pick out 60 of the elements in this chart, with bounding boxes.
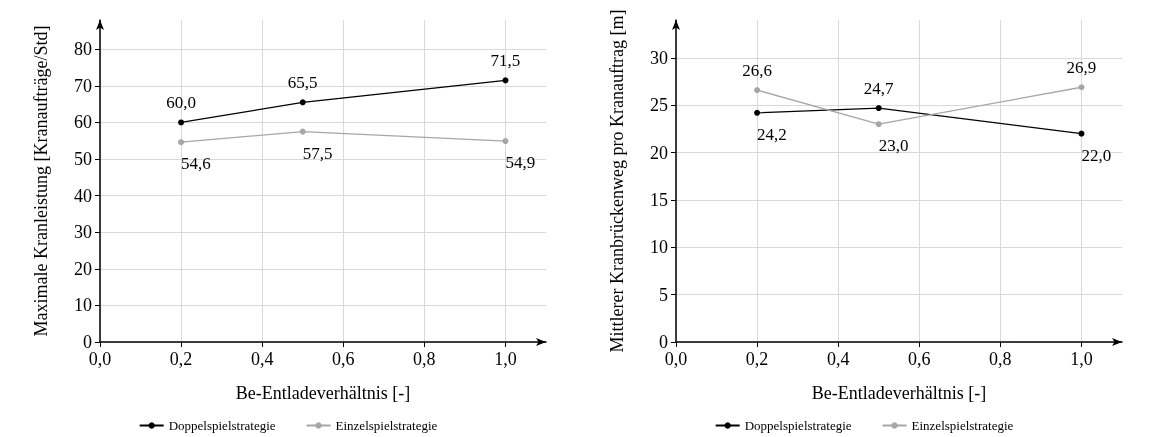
- y-tick-label: 20: [74, 258, 92, 279]
- data-label: 60,0: [166, 93, 196, 113]
- y-tick-label: 5: [659, 284, 668, 305]
- point: [178, 119, 185, 126]
- y-tick-label: 0: [659, 332, 668, 352]
- x-tick-label: 1,0: [494, 349, 517, 369]
- point: [754, 109, 761, 116]
- point: [502, 138, 509, 145]
- y-tick-label: 10: [74, 295, 92, 316]
- point: [1078, 130, 1085, 137]
- y-tick-label: 70: [74, 75, 92, 96]
- point: [299, 128, 306, 135]
- legend-label: Einzelspielstrategie: [911, 418, 1014, 433]
- point: [875, 121, 882, 128]
- data-label: 26,9: [1066, 58, 1097, 78]
- data-label: 57,5: [302, 143, 333, 163]
- y-tick-label: 60: [74, 112, 92, 133]
- y-tick-label: 80: [74, 39, 92, 60]
- point: [502, 77, 509, 84]
- y-tick-label: 30: [74, 222, 92, 243]
- y-tick-label: 10: [650, 237, 668, 258]
- x-tick-label: 0,8: [413, 349, 436, 369]
- y-tick-label: 40: [74, 185, 92, 206]
- point: [178, 139, 185, 146]
- y-tick-label: 15: [650, 189, 668, 210]
- point: [754, 87, 761, 94]
- x-tick-label: 0,2: [745, 349, 769, 369]
- legend-label: Doppelspielstrategie: [168, 418, 276, 433]
- point: [875, 105, 882, 112]
- data-label: 54,9: [505, 153, 536, 173]
- point: [1078, 84, 1085, 91]
- x-tick-label: 1,0: [1070, 349, 1093, 369]
- x-tick-label: 0,6: [908, 349, 931, 369]
- data-label: 24,7: [863, 79, 895, 99]
- y-tick-label: 20: [650, 142, 668, 163]
- y-tick-label: 50: [74, 149, 92, 170]
- y-tick-label: 0: [83, 332, 92, 352]
- point: [299, 99, 306, 106]
- data-label: 54,6: [181, 154, 211, 174]
- x-tick-label: 0,0: [664, 349, 688, 369]
- data-label: 23,0: [878, 136, 909, 156]
- x-tick-label: 0,8: [989, 349, 1012, 369]
- x-tick-label: 0,6: [332, 349, 355, 369]
- data-label: 26,6: [742, 61, 772, 81]
- x-tick-label: 0,0: [88, 349, 112, 369]
- y-tick-label: 30: [650, 47, 668, 68]
- x-tick-label: 0,2: [169, 349, 193, 369]
- data-label: 24,2: [757, 124, 787, 144]
- data-label: 65,5: [287, 73, 318, 93]
- x-axis-title: Be-Entladeverhältnis [-]: [235, 383, 411, 403]
- data-label: 22,0: [1081, 145, 1112, 165]
- y-axis-title: Mittlerer Kranbrückenweg pro Kranauftrag [m]: [607, 9, 627, 353]
- data-label: 71,5: [490, 51, 521, 71]
- y-tick-label: 25: [650, 95, 668, 116]
- y-axis-title: Maximale Kranleistung [Kranaufträge/Std]: [31, 25, 51, 337]
- x-tick-label: 0,4: [250, 349, 274, 369]
- legend-label: Doppelspielstrategie: [744, 418, 852, 433]
- x-axis-title: Be-Entladeverhältnis [-]: [811, 383, 987, 403]
- x-tick-label: 0,4: [826, 349, 850, 369]
- legend-label: Einzelspielstrategie: [335, 418, 438, 433]
